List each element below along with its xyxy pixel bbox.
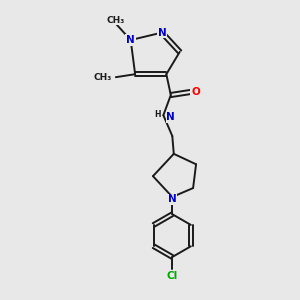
Text: O: O: [191, 87, 200, 97]
Text: N: N: [168, 194, 177, 204]
Text: N: N: [126, 35, 135, 45]
Text: Cl: Cl: [167, 271, 178, 281]
Text: CH₃: CH₃: [93, 73, 111, 82]
Text: N: N: [166, 112, 175, 122]
Text: CH₃: CH₃: [107, 16, 125, 25]
Text: N: N: [158, 28, 166, 38]
Text: H: H: [154, 110, 161, 119]
